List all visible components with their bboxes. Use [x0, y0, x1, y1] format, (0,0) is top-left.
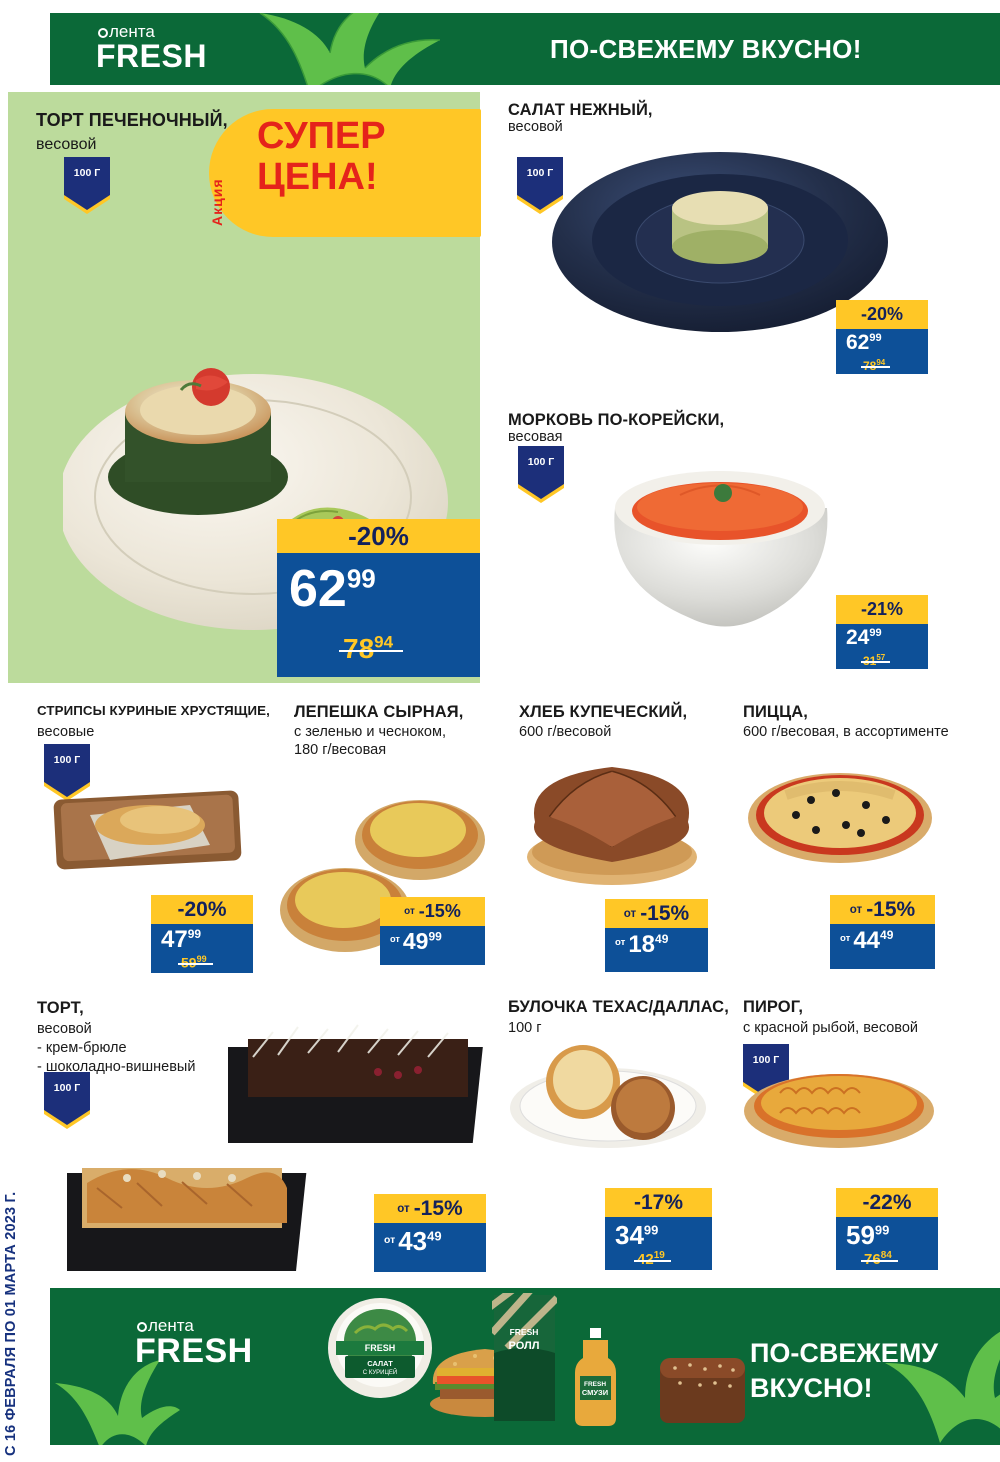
svg-text:FRESH: FRESH	[365, 1343, 396, 1353]
svg-text:FRESH: FRESH	[584, 1381, 606, 1388]
svg-text:FRESH: FRESH	[510, 1327, 539, 1337]
svg-text:САЛАТ: САЛАТ	[367, 1359, 393, 1368]
svg-text:РОЛЛ: РОЛЛ	[509, 1340, 540, 1352]
svg-text:С КУРИЦЕЙ: С КУРИЦЕЙ	[363, 1368, 397, 1376]
svg-text:СМУЗИ: СМУЗИ	[582, 1388, 608, 1397]
